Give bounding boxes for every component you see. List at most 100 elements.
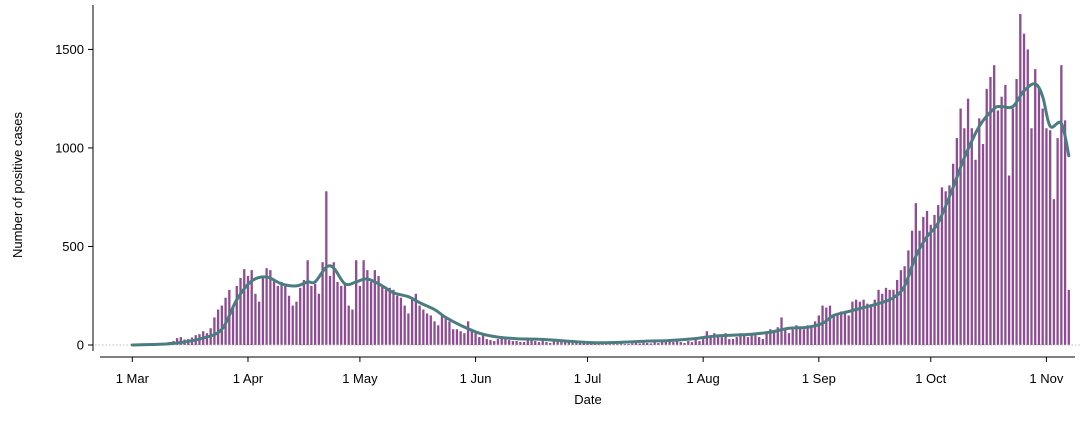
bar	[515, 341, 517, 345]
bar	[792, 329, 794, 345]
x-tick-label: 1 Nov	[1029, 371, 1063, 386]
bar	[896, 280, 898, 345]
bar	[508, 340, 510, 345]
bar	[437, 325, 439, 345]
bar	[698, 341, 700, 345]
bar	[773, 331, 775, 345]
bar	[504, 339, 506, 345]
y-tick-label: 1500	[55, 42, 84, 57]
bar	[687, 341, 689, 345]
bar	[959, 109, 961, 345]
bar	[986, 89, 988, 345]
bar	[329, 276, 331, 345]
bar	[381, 286, 383, 345]
bar	[1042, 109, 1044, 345]
bar	[840, 312, 842, 346]
bar	[1068, 290, 1070, 345]
bar	[303, 280, 305, 345]
bar	[922, 217, 924, 345]
bar	[418, 306, 420, 345]
bar	[1038, 89, 1040, 345]
bar	[732, 339, 734, 345]
bar	[829, 306, 831, 345]
bar	[818, 315, 820, 345]
bar	[486, 339, 488, 345]
bar	[709, 337, 711, 345]
bar	[1053, 199, 1055, 345]
bar	[336, 282, 338, 345]
bar	[284, 286, 286, 345]
bar	[754, 335, 756, 345]
bar	[1023, 34, 1025, 345]
bar	[926, 211, 928, 345]
bar	[930, 225, 932, 345]
bar	[676, 341, 678, 345]
x-tick-label: 1 Aug	[687, 371, 720, 386]
bar	[1045, 128, 1047, 345]
bar	[411, 298, 413, 345]
bar	[493, 341, 495, 345]
bars-layer	[142, 14, 1070, 345]
bar	[459, 331, 461, 345]
bar	[385, 290, 387, 345]
bar	[445, 317, 447, 345]
bar	[948, 185, 950, 345]
bar	[426, 313, 428, 345]
bar	[221, 306, 223, 345]
bar	[1030, 128, 1032, 345]
bar	[1060, 65, 1062, 345]
bar	[702, 339, 704, 345]
bar	[377, 276, 379, 345]
bar	[833, 315, 835, 345]
bar	[978, 118, 980, 345]
bar	[967, 99, 969, 345]
bar	[362, 260, 364, 345]
bar	[269, 270, 271, 345]
bar	[743, 335, 745, 345]
bar	[1012, 109, 1014, 345]
bar	[945, 191, 947, 345]
x-tick-label: 1 Apr	[233, 371, 264, 386]
bar	[295, 302, 297, 345]
bar	[911, 231, 913, 345]
bar	[396, 296, 398, 345]
bar	[1049, 130, 1051, 345]
bar	[1004, 85, 1006, 345]
bar	[844, 313, 846, 345]
bar	[310, 286, 312, 345]
bar	[974, 160, 976, 345]
bar	[642, 343, 644, 345]
bar	[721, 337, 723, 345]
bar	[314, 284, 316, 345]
bar	[866, 304, 868, 345]
bar	[262, 276, 264, 345]
bar	[448, 321, 450, 345]
bar	[370, 282, 372, 345]
bar	[366, 270, 368, 345]
bar	[900, 270, 902, 345]
bar	[1034, 69, 1036, 345]
bar	[236, 286, 238, 345]
bar	[751, 335, 753, 345]
x-tick-label: 1 May	[342, 371, 378, 386]
bar	[836, 313, 838, 345]
bar	[355, 260, 357, 345]
bar	[971, 128, 973, 345]
bar	[1000, 97, 1002, 345]
bar	[534, 341, 536, 345]
bar	[280, 282, 282, 345]
bar	[422, 310, 424, 345]
bar	[456, 329, 458, 345]
bar	[497, 339, 499, 345]
bar	[217, 310, 219, 345]
bar	[292, 306, 294, 345]
bar	[254, 294, 256, 345]
bar	[799, 327, 801, 345]
y-tick-label: 500	[62, 239, 84, 254]
x-tick-label: 1 Jun	[460, 371, 492, 386]
x-axis-title: Date	[574, 392, 601, 407]
bar	[758, 337, 760, 345]
bar	[478, 337, 480, 345]
trend-line	[132, 84, 1069, 345]
